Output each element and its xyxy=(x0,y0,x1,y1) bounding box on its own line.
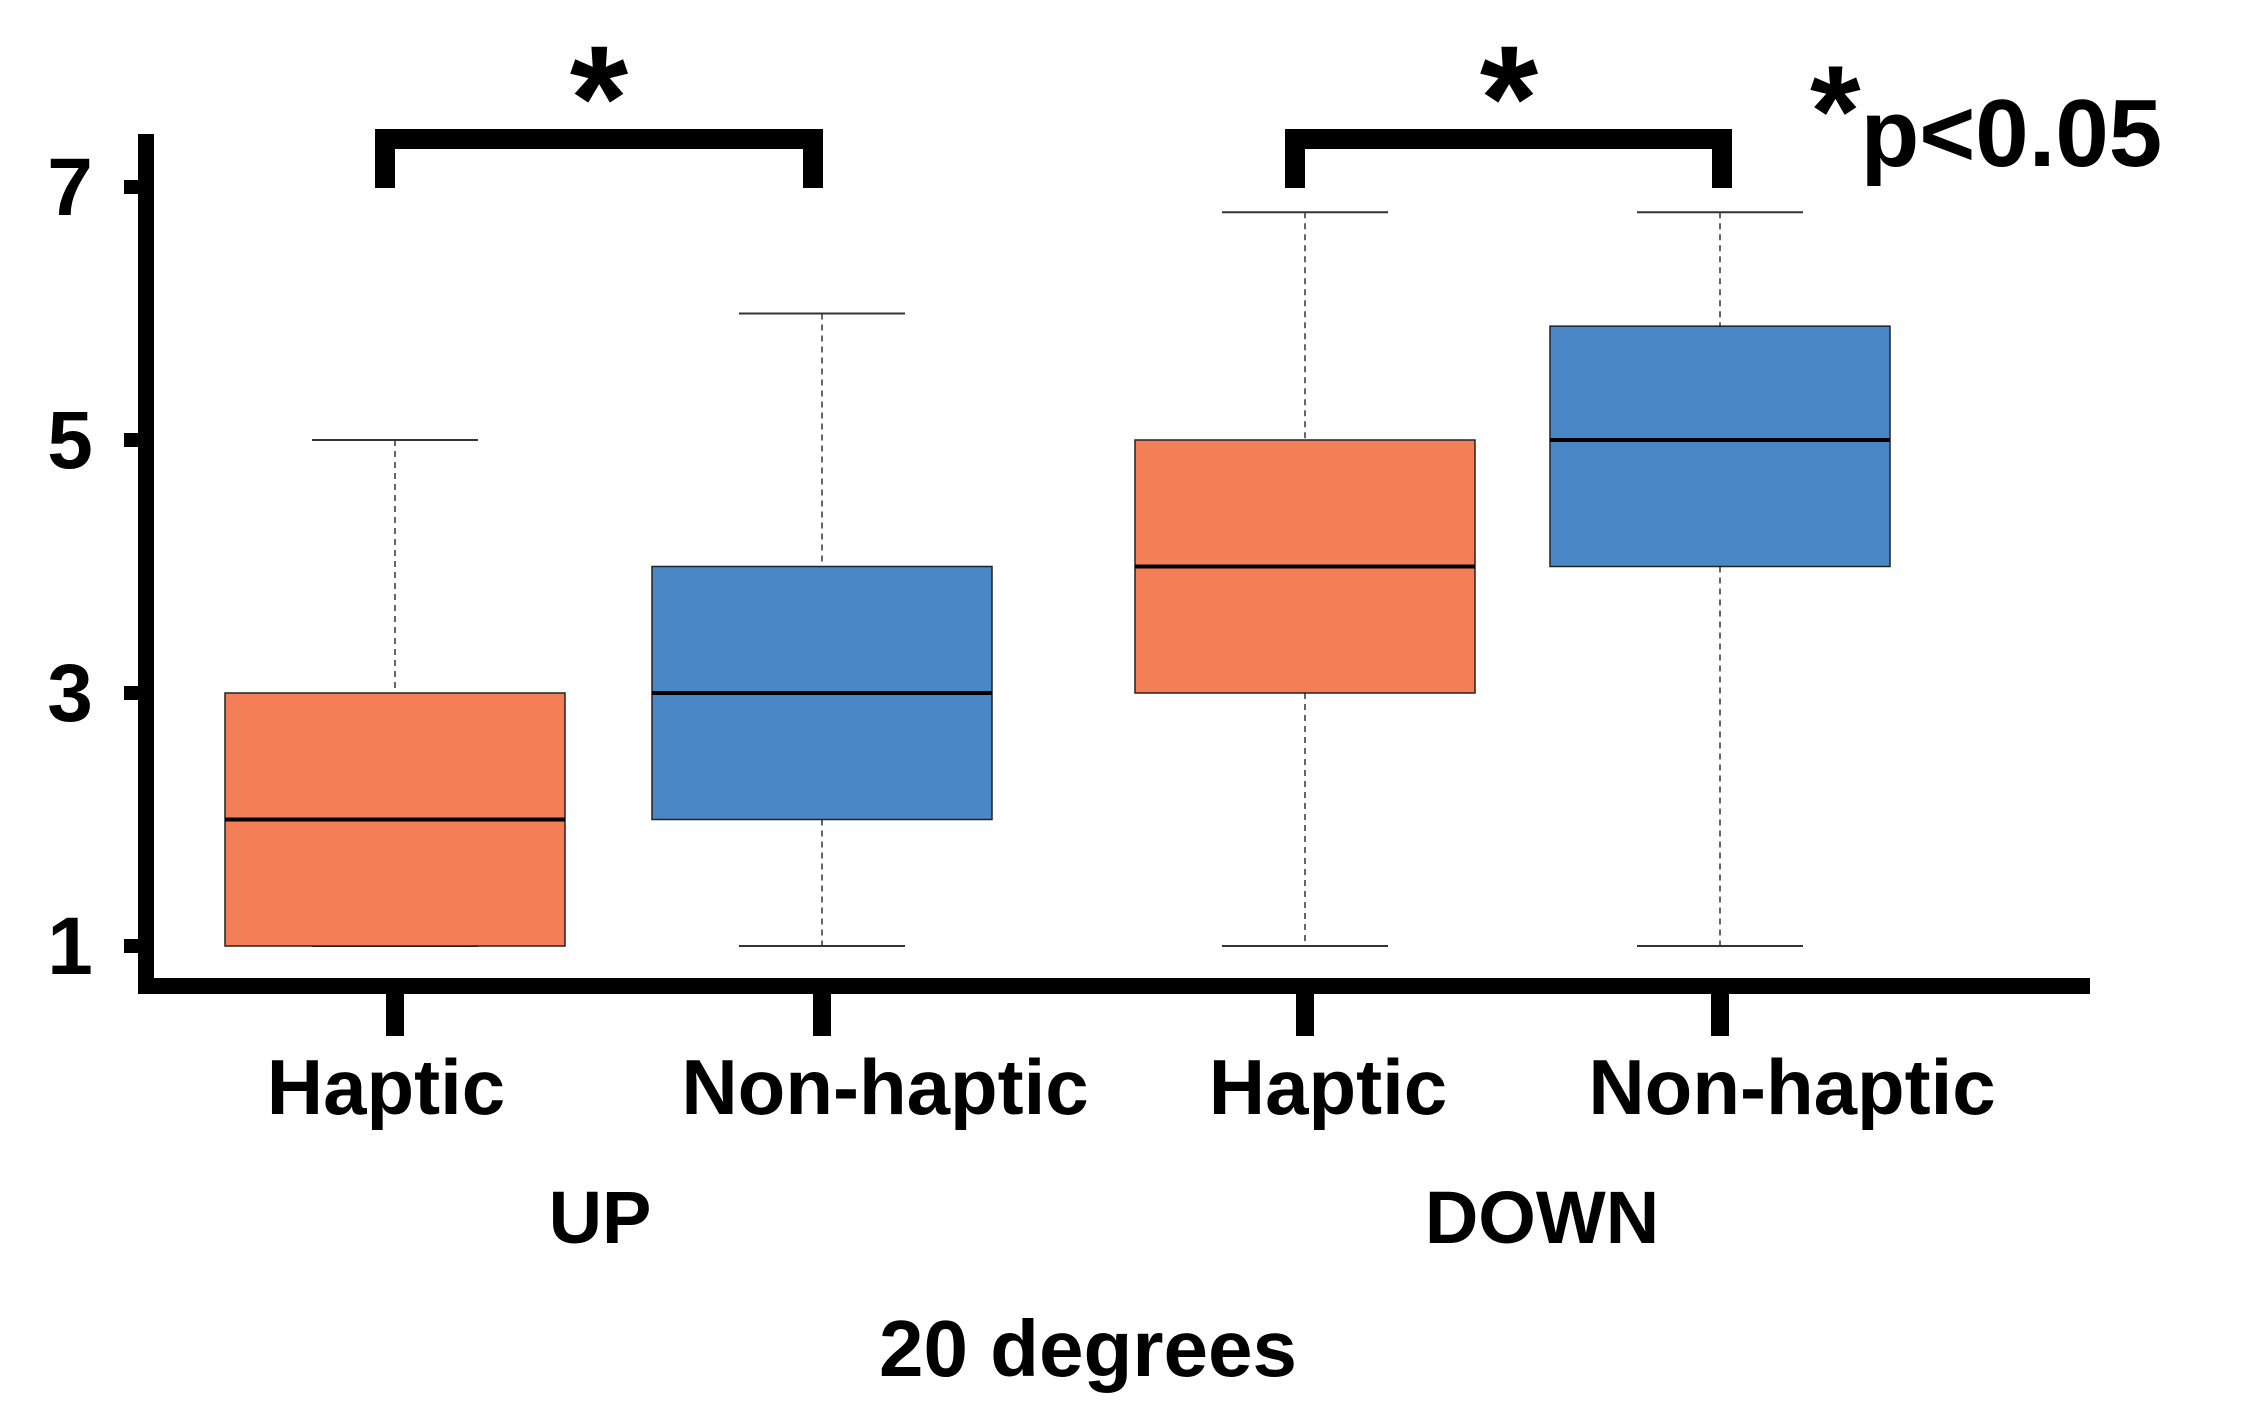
significance-star-up: * xyxy=(570,14,629,182)
significance-star-down: * xyxy=(1480,14,1539,182)
category-label-up-haptic: Haptic xyxy=(267,1043,505,1131)
significance-note: *p<0.05 xyxy=(1810,38,2162,187)
box-iqr xyxy=(1549,325,1891,568)
box-up-haptic xyxy=(224,439,566,947)
box-down-non-haptic xyxy=(1549,211,1891,947)
plot-area xyxy=(224,211,1891,947)
box-down-haptic xyxy=(1134,211,1476,947)
y-tick-label-3: 3 xyxy=(47,648,93,739)
axes xyxy=(124,129,2090,1036)
category-label-down-haptic: Haptic xyxy=(1209,1043,1447,1131)
y-tick-label-7: 7 xyxy=(47,142,93,233)
labels: 1 3 5 7 Haptic Non-haptic Haptic Non-haptic UP DO… xyxy=(47,14,2162,1393)
significance-bracket-up xyxy=(375,129,823,188)
significance-bracket-down xyxy=(1285,129,1732,188)
category-label-up-non-haptic: Non-haptic xyxy=(681,1043,1088,1131)
group-label-up: UP xyxy=(549,1176,652,1259)
box-up-non-haptic xyxy=(651,312,993,947)
group-label-down: DOWN xyxy=(1425,1176,1659,1259)
x-axis-title: 20 degrees xyxy=(879,1304,1297,1393)
category-label-down-non-haptic: Non-haptic xyxy=(1588,1043,1995,1131)
y-tick-label-1: 1 xyxy=(47,901,93,992)
y-tick-label-5: 5 xyxy=(47,395,93,486)
